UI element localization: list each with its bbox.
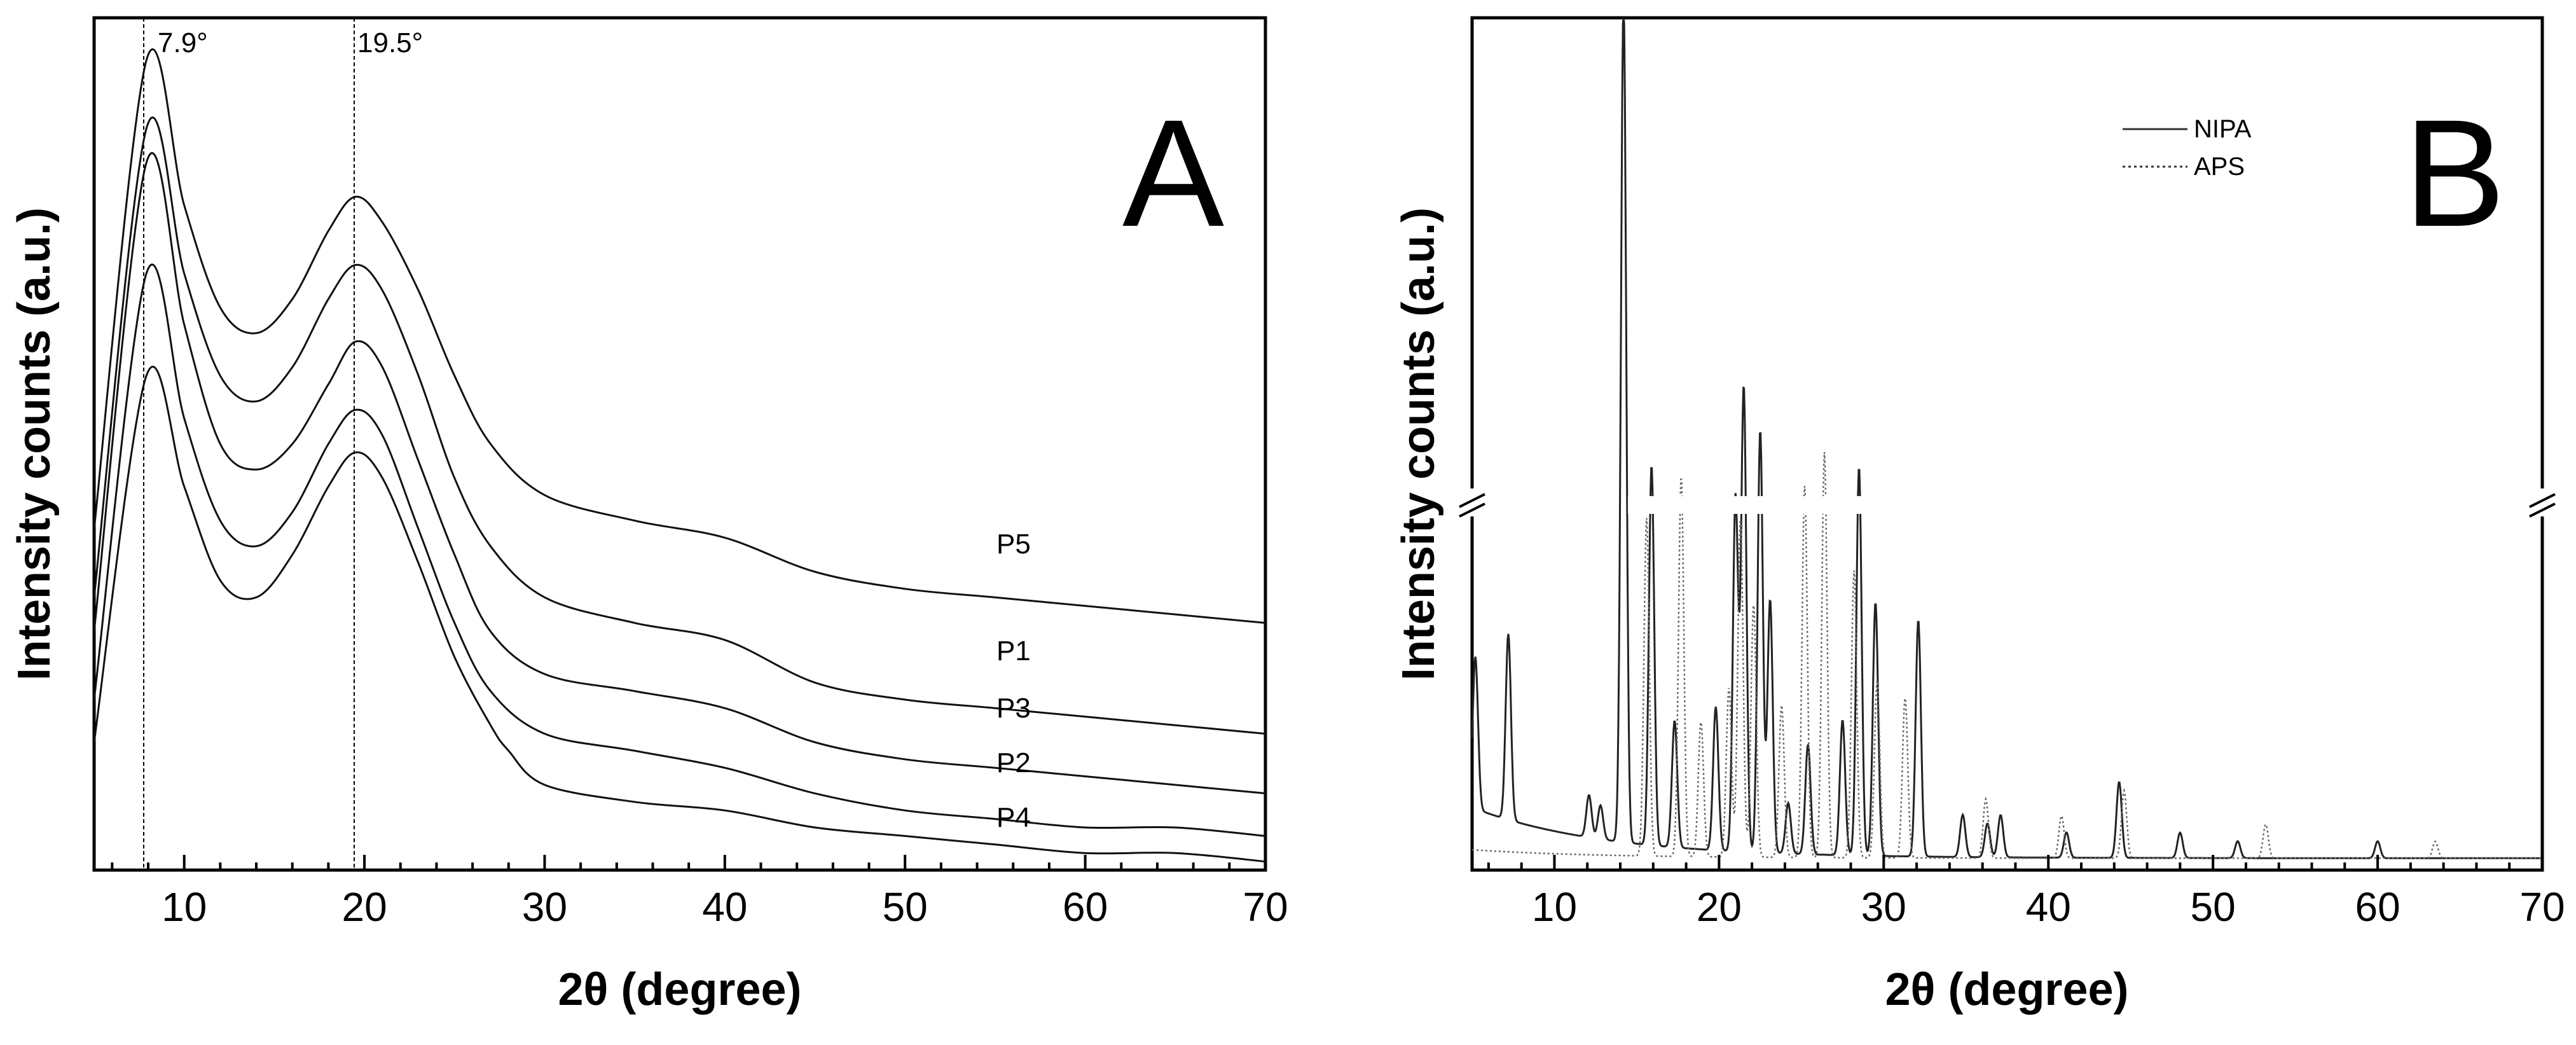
panel-a-x-axis-title: 2θ (degree)	[558, 964, 801, 1015]
series-label-p5: P5	[996, 529, 1031, 560]
panel-a-tick-label: 50	[883, 884, 928, 930]
panel-a-tick-label: 70	[1243, 884, 1288, 930]
series-label-p3: P3	[996, 693, 1031, 724]
series-line-p3	[93, 152, 1266, 794]
panel-b-tick-label: 40	[2026, 884, 2071, 930]
panel-b-letter: B	[2404, 88, 2505, 258]
series-line-p4	[93, 366, 1266, 863]
panel-b-x-axis: 10 20 30 40 50 60 70	[1487, 855, 2565, 930]
panel-b-right-break-mark-lower	[2529, 502, 2556, 518]
series-line-p2	[93, 263, 1266, 837]
series-label-p2: P2	[996, 747, 1031, 779]
panel-a-letter: A	[1122, 88, 1224, 258]
series-line-p1	[93, 116, 1266, 735]
panel-b-axis-break-gap	[1628, 496, 1876, 514]
panel-b: NIPA APS B 10 20 30 40 50 60 70 2θ (degree) In…	[1393, 16, 2565, 1015]
panel-a-tick-label: 10	[162, 884, 207, 930]
panel-a: 7.9° 19.5° A P5 P1 P3 P2 P4 10 20 30 40 50 60…	[9, 16, 1288, 1015]
panel-a-tick-label: 20	[341, 884, 387, 930]
panel-b-tick-label: 70	[2519, 884, 2565, 930]
panel-a-series-group	[93, 48, 1266, 863]
panel-b-left-break-mark-lower	[1459, 502, 1485, 518]
panel-b-x-axis-title: 2θ (degree)	[1885, 964, 2128, 1015]
panel-a-tick-label: 40	[702, 884, 747, 930]
panel-b-series-group	[1471, 17, 2542, 859]
panel-a-tick-label: 60	[1063, 884, 1108, 930]
panel-b-right-break-mark-upper	[2529, 493, 2556, 508]
panel-b-right-break-gap	[2530, 488, 2555, 516]
panel-b-tick-label: 10	[1532, 884, 1577, 930]
panel-a-annotation-19.5: 19.5°	[357, 27, 423, 59]
panel-b-plot-frame	[1470, 16, 2544, 872]
panel-b-tick-label: 50	[2191, 884, 2236, 930]
panel-b-left-break-gap	[1460, 488, 1485, 516]
panel-a-tick-label: 30	[522, 884, 567, 930]
panel-b-tick-label: 30	[1861, 884, 1906, 930]
panel-a-plot-frame	[92, 16, 1267, 872]
panel-b-tick-label: 20	[1697, 884, 1742, 930]
panel-b-legend: NIPA APS	[2123, 115, 2252, 181]
legend-aps-label: APS	[2194, 153, 2245, 181]
legend-nipa-label: NIPA	[2194, 115, 2252, 143]
panel-a-x-axis: 10 20 30 40 50 60 70	[111, 855, 1288, 930]
series-line-p5	[93, 48, 1266, 624]
panel-a-annotation-7.9: 7.9°	[158, 27, 208, 59]
panel-b-left-break-mark-upper	[1459, 493, 1485, 508]
series-label-p1: P1	[996, 635, 1031, 667]
panel-b-tick-label: 60	[2355, 884, 2400, 930]
panel-a-y-axis-title: Intensity counts (a.u.)	[9, 207, 60, 681]
panel-b-y-axis-title: Intensity counts (a.u.)	[1393, 207, 1444, 681]
series-label-p4: P4	[996, 802, 1031, 833]
series-line-nipa	[1471, 17, 2542, 859]
